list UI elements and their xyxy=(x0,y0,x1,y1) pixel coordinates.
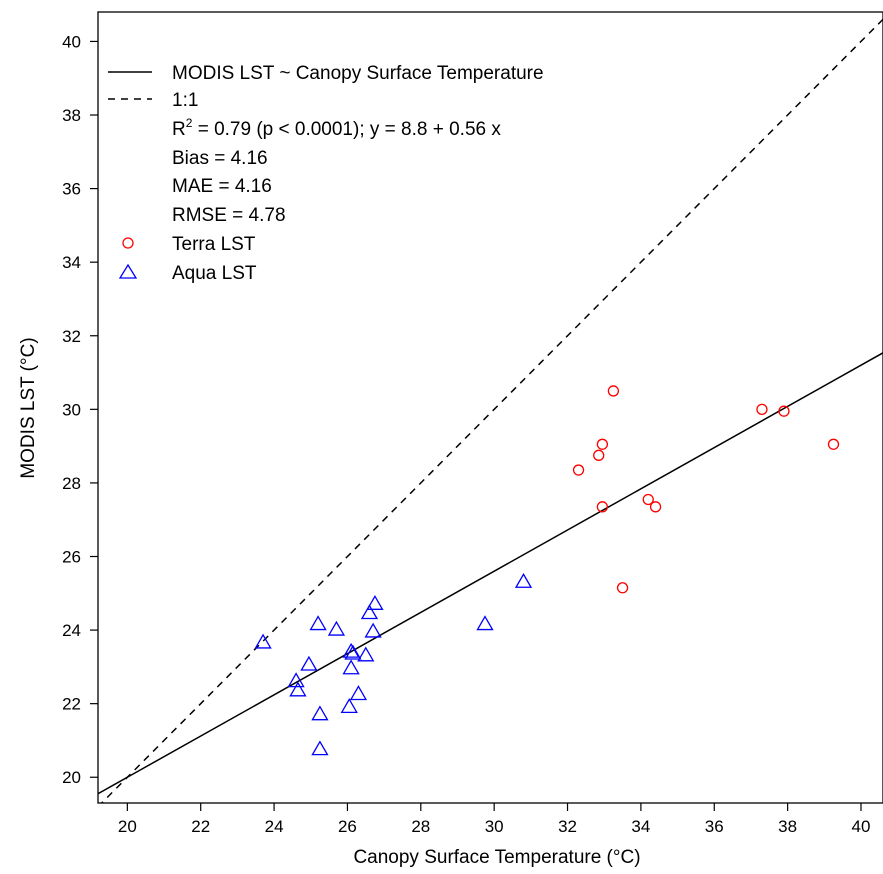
aqua-point xyxy=(514,572,533,588)
y-tick-label: 34 xyxy=(62,253,81,272)
x-tick-label: 28 xyxy=(411,817,430,836)
x-axis-label: Canopy Surface Temperature (°C) xyxy=(353,847,640,868)
legend-bias-text: Bias = 4.16 xyxy=(172,148,268,169)
data-points xyxy=(254,385,840,756)
terra-point xyxy=(756,403,768,415)
y-axis: 20 22 24 26 28 30 32 34 36 38 40 xyxy=(62,32,98,787)
terra-point xyxy=(596,438,609,450)
aqua-point xyxy=(360,604,379,620)
aqua-point xyxy=(364,622,382,638)
legend-terra-marker-icon xyxy=(122,237,134,249)
x-tick-label: 34 xyxy=(631,817,650,836)
y-tick-label: 24 xyxy=(62,621,81,640)
legend-mae-text: MAE = 4.16 xyxy=(172,176,272,197)
aqua-point xyxy=(342,642,360,658)
terra-point xyxy=(593,449,605,461)
x-tick-label: 24 xyxy=(265,817,284,836)
terra-point xyxy=(642,493,654,506)
y-tick-label: 36 xyxy=(62,180,81,199)
one-to-one-dashed-line xyxy=(100,18,883,803)
aqua-point xyxy=(340,698,358,713)
legend-aqua-label: Aqua LST xyxy=(172,263,257,284)
aqua-point xyxy=(476,615,494,631)
x-tick-label: 36 xyxy=(705,817,724,836)
fit-lines xyxy=(98,18,883,803)
terra-point xyxy=(778,405,790,417)
y-tick-label: 26 xyxy=(62,548,81,567)
y-tick-label: 20 xyxy=(62,768,81,787)
y-tick-label: 32 xyxy=(62,327,81,346)
aqua-point xyxy=(289,681,307,697)
aqua-point xyxy=(344,644,362,660)
plot-frame xyxy=(97,11,883,804)
y-tick-label: 28 xyxy=(62,474,81,493)
x-tick-label: 22 xyxy=(191,817,210,836)
aqua-point xyxy=(357,646,375,662)
legend-terra-label: Terra LST xyxy=(172,234,256,255)
aqua-point xyxy=(311,705,329,721)
legend: MODIS LST ~ Canopy Surface Temperature 1… xyxy=(108,63,544,284)
x-tick-label: 40 xyxy=(852,817,871,836)
terra-point xyxy=(616,582,629,594)
aqua-point xyxy=(366,595,384,610)
x-tick-label: 20 xyxy=(118,817,137,836)
terra-point xyxy=(596,501,609,513)
x-tick-label: 26 xyxy=(338,817,357,836)
aqua-point xyxy=(342,659,360,675)
x-tick-label: 32 xyxy=(558,817,577,836)
y-tick-label: 30 xyxy=(62,400,81,419)
legend-rmse-text: RMSE = 4.78 xyxy=(172,205,286,226)
x-tick-label: 30 xyxy=(485,817,504,836)
legend-solid-line-label: MODIS LST ~ Canopy Surface Temperature xyxy=(172,63,544,84)
terra-point xyxy=(572,464,585,476)
regression-line xyxy=(98,352,883,795)
aqua-point xyxy=(327,620,346,636)
x-axis: 20 22 24 26 28 30 32 34 36 38 40 xyxy=(118,803,871,836)
y-tick-label: 40 xyxy=(62,32,81,51)
legend-r2-text: R2 = 0.79 (p < 0.0001); y = 8.8 + 0.56 x xyxy=(172,116,501,140)
aqua-point xyxy=(311,740,329,756)
aqua-point xyxy=(349,685,368,701)
y-tick-label: 22 xyxy=(62,695,81,714)
terra-point xyxy=(649,501,662,513)
y-tick-label: 38 xyxy=(62,106,81,125)
legend-dashed-line-label: 1:1 xyxy=(172,90,198,111)
y-axis-label: MODIS LST (°C) xyxy=(18,337,39,478)
x-tick-label: 38 xyxy=(778,817,797,836)
aqua-point xyxy=(309,615,327,631)
aqua-point xyxy=(300,655,318,671)
terra-point xyxy=(607,385,620,397)
terra-point xyxy=(827,438,840,450)
legend-aqua-marker-icon xyxy=(118,263,138,279)
aqua-point xyxy=(254,633,272,649)
